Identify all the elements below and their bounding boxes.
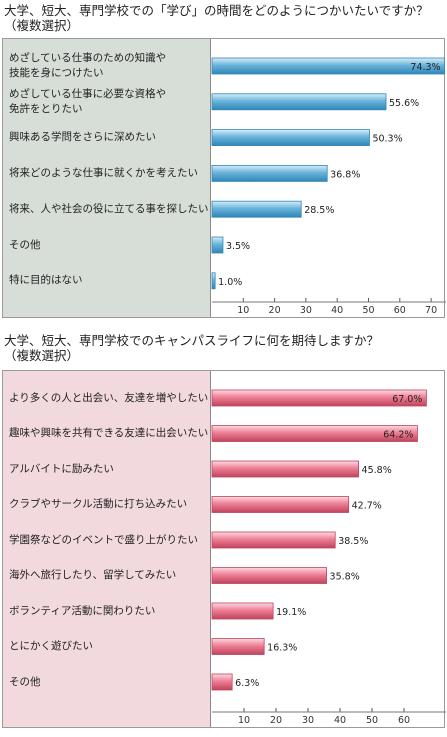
chart1-category-area — [3, 39, 211, 317]
chart2-bar-1 — [211, 389, 427, 407]
chart1-bar-6 — [211, 236, 224, 254]
chart2-value-label-2: 64.2% — [383, 430, 413, 441]
chart1-category-3: 興味ある学問をさらに深めたい — [9, 131, 156, 144]
chart1-value-label-5: 28.5% — [304, 205, 334, 216]
chart2-value-label-3: 45.8% — [362, 465, 392, 476]
chart2-value-label-5: 38.5% — [338, 536, 368, 547]
chart2-category-2: 趣味や興味を共有できる友達に出会いたい — [9, 427, 209, 439]
chart1-tick-label-6: 60 — [394, 305, 406, 316]
chart1-category-7: 特に目的はない — [9, 274, 83, 287]
chart1-category-1: めざしている仕事のための知識や 技能を身につけたい — [9, 52, 167, 79]
chart1-category-4: 将来どのような仕事に就くかを考えたい — [9, 166, 198, 179]
chart2-tick-label-3: 30 — [302, 715, 314, 726]
chart2-plot: 67.0% 64.2% 45.8% 42.7% 38.5% 35.8% 19.1% 16.3%… — [211, 389, 446, 726]
chart2-value-label-1: 67.0% — [392, 394, 422, 405]
chart2-bar-4 — [211, 496, 350, 513]
chart1-category-6: その他 — [9, 238, 41, 251]
chart1-tick-label-7: 70 — [425, 305, 437, 316]
chart2-tick-label-2: 20 — [270, 715, 282, 726]
chart2-title-text: 大学、短大、専門学校でのキャンパスライフに何を期待しますか？ — [4, 333, 380, 348]
chart1-panel: 74.3% 55.6% 50.3% 36.8% 28.5% 3.5% 1.0% 10 20 30 4… — [2, 38, 446, 318]
chart1-bar-7 — [211, 272, 216, 290]
chart1-tick-label-4: 40 — [331, 305, 343, 316]
chart1-subtitle: （複数選択） — [4, 18, 80, 33]
chart1-tick-label-5: 50 — [362, 305, 374, 316]
chart2-bar-6 — [211, 567, 327, 584]
chart1-plot: 74.3% 55.6% 50.3% 36.8% 28.5% 3.5% 1.0% 10 20 30 4… — [211, 57, 446, 316]
chart2-value-label-7: 19.1% — [276, 607, 306, 618]
chart1-bar-3 — [211, 129, 370, 146]
chart1-value-label-4: 36.8% — [330, 169, 360, 180]
chart2-value-label-8: 16.3% — [267, 643, 297, 654]
chart2-category-1: より多くの人と出会い、友達を増やしたい — [9, 391, 209, 404]
chart1-bar-2 — [211, 93, 387, 111]
chart2-category-4: クラブやサークル活動に打ち込みたい — [9, 498, 188, 510]
chart2-category-6: 海外へ旅行したり、留学してみたい — [9, 569, 177, 581]
chart2-tick-label-6: 60 — [398, 715, 410, 726]
chart2-value-label-6: 35.8% — [330, 572, 360, 583]
chart2-value-label-9: 6.3% — [235, 678, 259, 689]
chart2-subtitle: （複数選択） — [4, 348, 80, 363]
chart1-bar-4 — [211, 165, 328, 182]
chart2-panel: 67.0% 64.2% 45.8% 42.7% 38.5% 35.8% 19.1% 16.3%… — [2, 370, 446, 728]
chart2-tick-label-4: 40 — [334, 715, 346, 726]
chart1-bar-1 — [211, 57, 445, 75]
chart1-tick-label-2: 20 — [269, 305, 281, 316]
chart2-category-area — [3, 371, 211, 727]
chart1-value-label-2: 55.6% — [389, 98, 419, 109]
chart1-category-5: 将来、人や社会の役に立てる事を探したい — [9, 202, 209, 215]
chart1-title: 大学、短大、専門学校での「学び」の時間をどのようにつかいたいですか？ （複数選択… — [4, 3, 429, 33]
chart2-category-8: とにかく遊びたい — [9, 640, 93, 652]
chart2-tick-label-1: 10 — [238, 715, 250, 726]
chart2-category-5: 学園祭などのイベントで盛り上がりたい — [9, 533, 198, 546]
chart1-bar-5 — [211, 200, 302, 218]
chart2-category-3: アルバイトに励みたい — [9, 462, 114, 475]
chart2-bar-8 — [211, 638, 265, 655]
chart1-value-label-7: 1.0% — [218, 277, 242, 288]
chart2-tick-label-5: 50 — [366, 715, 378, 726]
chart2-bar-3 — [211, 460, 359, 478]
chart2-category-9: その他 — [9, 675, 41, 688]
chart1-value-label-6: 3.5% — [226, 241, 250, 252]
chart1-title-text: 大学、短大、専門学校での「学び」の時間をどのようにつかいたいですか？ — [4, 3, 429, 18]
chart2-bar-7 — [211, 602, 274, 620]
chart1-tick-label-3: 30 — [300, 305, 312, 316]
chart2-bar-5 — [211, 531, 336, 549]
chart2-category-7: ボランティア活動に関わりたい — [9, 604, 156, 617]
chart2-value-label-4: 42.7% — [352, 501, 382, 512]
chart1-tick-label-1: 10 — [237, 305, 249, 316]
chart1-value-label-3: 50.3% — [372, 134, 402, 145]
chart1-value-label-1: 74.3% — [410, 62, 440, 73]
chart2-bar-9 — [211, 673, 233, 691]
chart1-category-2: めざしている仕事に必要な資格や 免許をとりたい — [9, 87, 167, 115]
chart2-bar-2 — [211, 425, 418, 442]
chart2-title: 大学、短大、専門学校でのキャンパスライフに何を期待しますか？ （複数選択） — [4, 333, 379, 363]
